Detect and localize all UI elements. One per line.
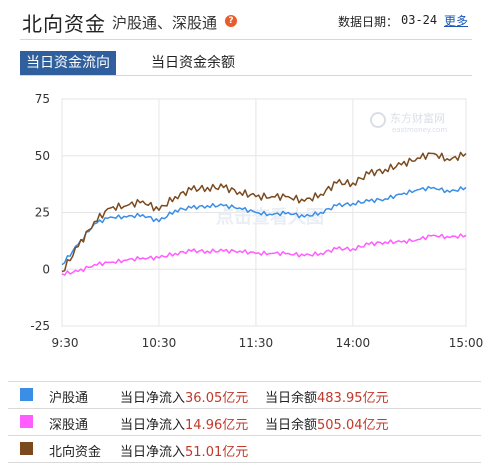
y-tick-label: -25: [30, 319, 50, 333]
logo-icon: [370, 112, 386, 128]
y-tick-label: 25: [35, 206, 50, 220]
x-tick-label: 15:00: [449, 336, 484, 350]
y-tick-label: 50: [35, 149, 50, 163]
date-label: 数据日期：: [338, 15, 399, 29]
legend-swatch-hgt: [20, 388, 33, 401]
series-line-0: [61, 185, 467, 266]
balance: 当日余额483.95亿元: [265, 391, 389, 406]
legend-row-sgt: 深股通 当日净流入14.96亿元 当日余额505.04亿元: [8, 408, 481, 436]
legend-name: 沪股通: [49, 391, 89, 406]
tab-underline: [20, 75, 472, 76]
header: 北向资金 沪股通、深股通 ? 数据日期： 03-24 更多: [0, 0, 489, 40]
legend-row-hgt: 沪股通 当日净流入36.05亿元 当日余额483.95亿元: [8, 381, 481, 409]
series-line-1: [61, 233, 467, 276]
legend-table: 沪股通 当日净流入36.05亿元 当日余额483.95亿元 深股通 当日净流入1…: [8, 381, 481, 463]
legend-swatch-north: [20, 442, 33, 455]
y-tick-label: 0: [42, 262, 50, 276]
page-title: 北向资金: [22, 12, 106, 36]
watermark: 点击查看大图: [216, 206, 324, 228]
x-tick-label: 14:00: [336, 336, 371, 350]
flow-chart[interactable]: 75 50 25 0 -259:30 10:30 11:30 14:00 15:00 点击查看大图…: [0, 85, 489, 365]
y-tick-label: 75: [35, 92, 50, 106]
legend-name: 北向资金: [49, 445, 102, 460]
legend-row-north: 北向资金 当日净流入51.01亿元: [8, 435, 481, 463]
logo-watermark-sub: eastmoney.com: [392, 126, 447, 134]
legend-name: 深股通: [49, 418, 89, 433]
legend-swatch-sgt: [20, 415, 33, 428]
header-divider: [20, 39, 472, 40]
date-value: 03-24: [401, 13, 438, 27]
logo-watermark: 东方财富网: [390, 111, 445, 125]
tab-daily-balance[interactable]: 当日资金余额: [151, 55, 235, 71]
x-tick-label: 10:30: [142, 336, 177, 350]
x-tick-label: 9:30: [52, 336, 79, 350]
x-tick-label: 11:30: [239, 336, 274, 350]
page-subtitle: 沪股通、深股通: [112, 14, 218, 32]
net-inflow: 当日净流入36.05亿元: [120, 391, 249, 406]
tab-daily-flow[interactable]: 当日资金流向: [20, 51, 116, 76]
help-icon[interactable]: ?: [225, 15, 237, 27]
net-inflow: 当日净流入51.01亿元: [120, 445, 249, 460]
balance: 当日余额505.04亿元: [265, 418, 389, 433]
series-line-2: [61, 151, 467, 273]
net-inflow: 当日净流入14.96亿元: [120, 418, 249, 433]
more-link[interactable]: 更多: [444, 14, 469, 28]
